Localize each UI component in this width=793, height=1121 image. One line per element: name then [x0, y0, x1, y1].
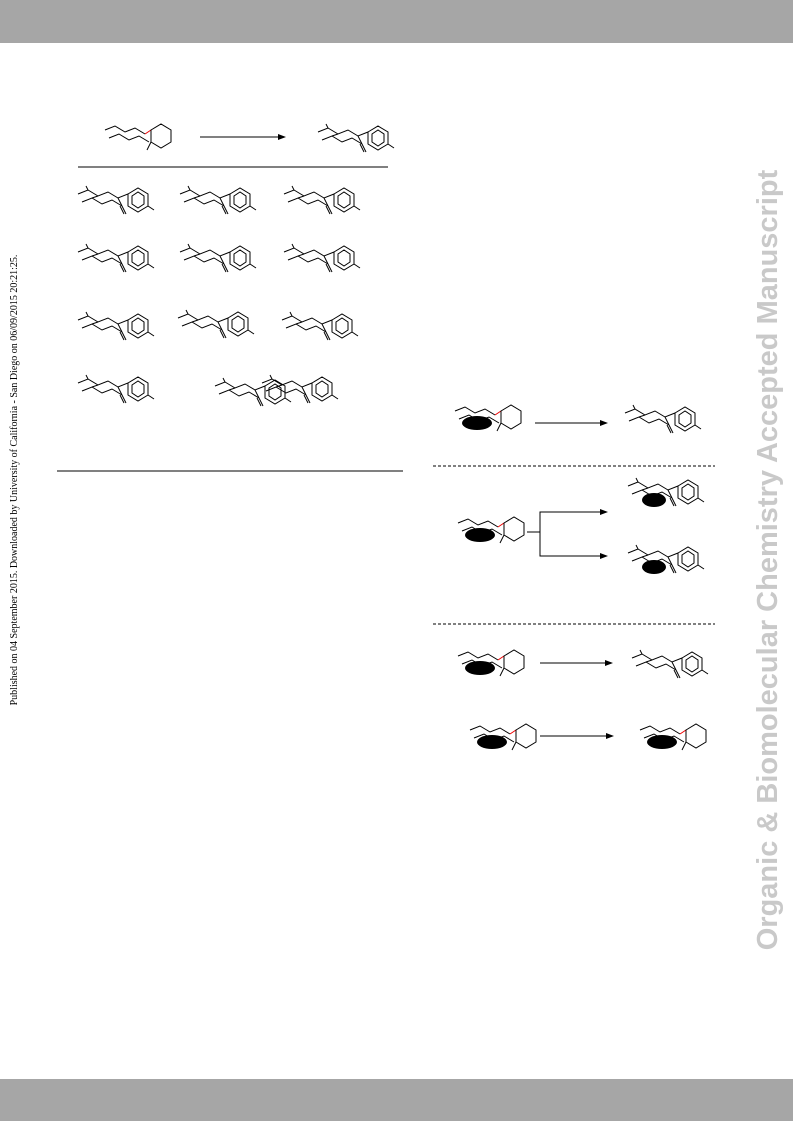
header-bar [0, 0, 793, 43]
publication-note: Published on 04 September 2015. Download… [9, 255, 20, 706]
scheme-right [433, 404, 715, 750]
footer-bar [0, 1079, 793, 1121]
journal-watermark: Organic & Biomolecular Chemistry Accepte… [752, 169, 784, 950]
scheme-left [57, 123, 403, 472]
